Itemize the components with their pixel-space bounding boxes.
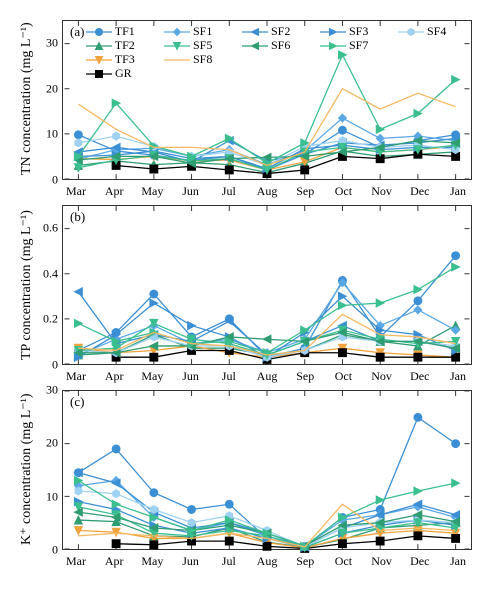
xtick: Apr — [105, 184, 124, 199]
xtick: Jun — [182, 554, 199, 569]
xtick: May — [141, 369, 163, 384]
ytick: 0 — [34, 173, 58, 188]
ylabel-a: TN concentration (mg L⁻¹) — [18, 155, 35, 175]
ytick: 0 — [34, 358, 58, 373]
legend-item-GR: GR — [86, 66, 132, 81]
legend-item-SF8: SF8 — [164, 52, 212, 67]
xtick: Nov — [371, 554, 392, 569]
ytick: 0.4 — [34, 266, 58, 281]
series-SF7 — [78, 55, 455, 163]
legend-item-SF3: SF3 — [320, 24, 368, 39]
xtick: Oct — [335, 554, 352, 569]
legend-item-SF2: SF2 — [242, 24, 290, 39]
ytick: 30 — [34, 35, 58, 50]
ytick: 0 — [34, 543, 58, 558]
legend-item-SF5: SF5 — [164, 38, 212, 53]
xtick: Apr — [105, 369, 124, 384]
xtick: Sep — [296, 554, 314, 569]
ytick: 10 — [34, 489, 58, 504]
xtick: Aug — [257, 184, 278, 199]
legend-item-SF7: SF7 — [320, 38, 368, 53]
xtick: Jan — [450, 184, 466, 199]
panel-label-a: (a) — [70, 24, 84, 40]
xtick: Oct — [335, 184, 352, 199]
series-SF8 — [78, 89, 455, 166]
ylabel-c: K⁺ concentration (mg L⁻¹) — [18, 525, 35, 545]
xtick: Mar — [66, 554, 86, 569]
panel-c — [62, 390, 472, 550]
xtick: Dec — [410, 554, 429, 569]
xtick: May — [141, 184, 163, 199]
xtick: Nov — [371, 369, 392, 384]
legend-item-SF1: SF1 — [164, 24, 212, 39]
xtick: Jul — [222, 369, 236, 384]
xtick: Oct — [335, 369, 352, 384]
ylabel-b: TP concentration (mg L⁻¹) — [18, 340, 35, 360]
xtick: Sep — [296, 184, 314, 199]
xtick: Jun — [182, 184, 199, 199]
ytick: 0.2 — [34, 312, 58, 327]
xtick: Jul — [222, 554, 236, 569]
xtick: Mar — [66, 369, 86, 384]
xtick: Mar — [66, 184, 86, 199]
ytick: 20 — [34, 436, 58, 451]
legend-item-SF4: SF4 — [398, 24, 446, 39]
legend-item-SF6: SF6 — [242, 38, 290, 53]
plot-b — [63, 206, 471, 364]
chart-container: (a) 0 10 20 30 Mar Apr May Jun Jul Aug Sep Oct Nov Dec… — [0, 0, 500, 589]
xtick: Dec — [410, 184, 429, 199]
legend-item-TF1: TF1 — [86, 24, 135, 39]
xtick: Nov — [371, 184, 392, 199]
xtick: Sep — [296, 369, 314, 384]
xtick: Jan — [450, 554, 466, 569]
xtick: Aug — [257, 369, 278, 384]
plot-c — [63, 391, 471, 549]
panel-label-c: (c) — [70, 394, 84, 410]
xtick: Dec — [410, 369, 429, 384]
legend-item-TF2: TF2 — [86, 38, 135, 53]
series-SF3 — [78, 296, 455, 357]
xtick: Jul — [222, 184, 236, 199]
xtick: Apr — [105, 554, 124, 569]
ytick: 30 — [34, 383, 58, 398]
panel-label-b: (b) — [70, 209, 85, 225]
ytick: 20 — [34, 81, 58, 96]
ytick: 0.6 — [34, 220, 58, 235]
panel-b — [62, 205, 472, 365]
xtick: May — [141, 554, 163, 569]
xtick: Aug — [257, 554, 278, 569]
xtick: Jun — [182, 369, 199, 384]
xtick: Jan — [450, 369, 466, 384]
ytick: 10 — [34, 127, 58, 142]
legend-item-TF3: TF3 — [86, 52, 135, 67]
